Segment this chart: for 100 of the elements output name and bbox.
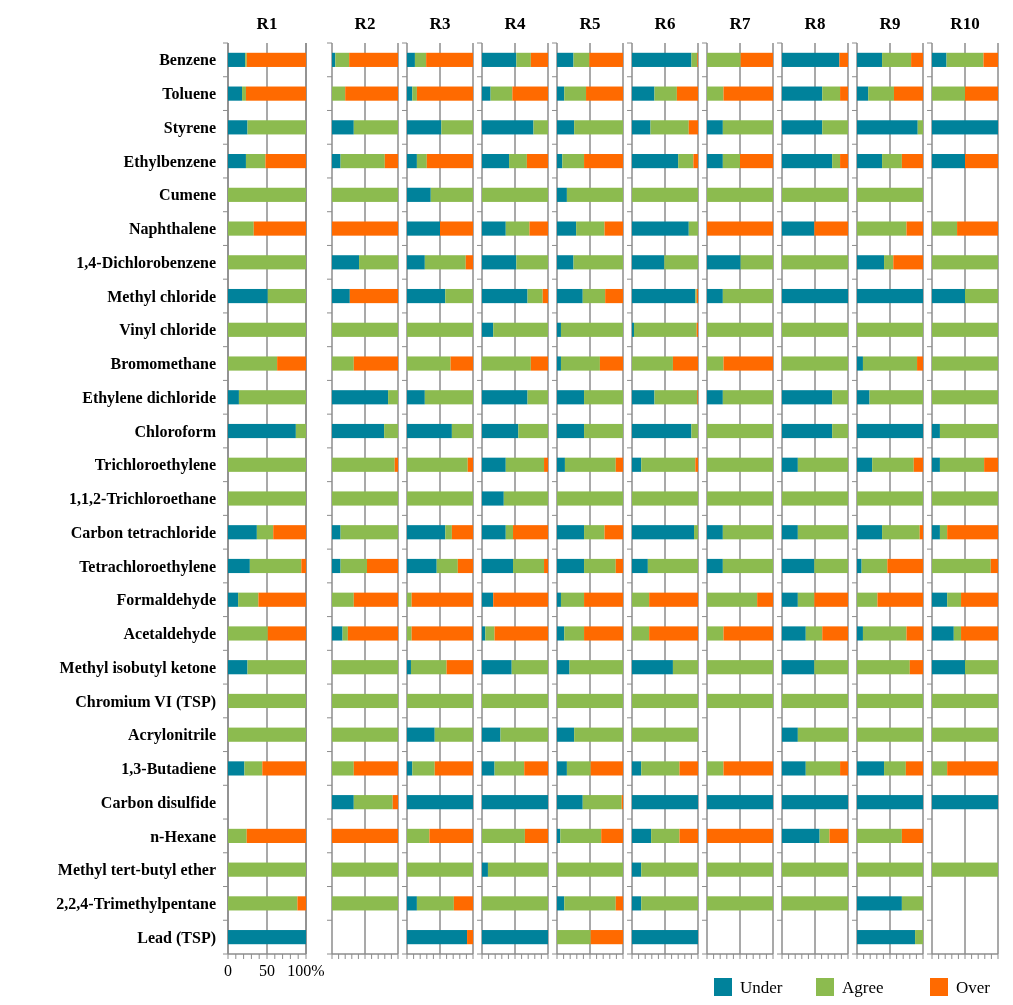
bar [407, 828, 430, 843]
bar [416, 896, 454, 911]
bar [882, 154, 902, 169]
bar [632, 592, 650, 607]
bar [349, 52, 398, 67]
bar [332, 491, 398, 506]
bar [493, 322, 548, 337]
bar [228, 356, 278, 371]
bar [265, 154, 306, 169]
bar [228, 423, 296, 439]
bar [446, 660, 473, 675]
bar [782, 390, 833, 405]
bar [932, 795, 998, 810]
bar [722, 558, 773, 574]
bar [366, 558, 398, 574]
bar [332, 727, 398, 742]
bar [457, 558, 473, 574]
bar [564, 896, 616, 911]
bar [589, 52, 623, 67]
bar [574, 120, 623, 135]
bar [407, 693, 473, 709]
bar [424, 255, 466, 270]
bar [887, 558, 923, 574]
bar [857, 525, 883, 540]
bar [353, 592, 398, 607]
bar [482, 221, 506, 236]
bar [557, 322, 561, 337]
bar [407, 592, 412, 607]
bar [604, 221, 623, 236]
bar [407, 626, 412, 641]
bar [584, 558, 616, 574]
y-tick-label: 1,3-Butadiene [121, 760, 216, 778]
bar [882, 52, 912, 67]
bar [707, 693, 773, 709]
bar [722, 288, 773, 304]
bar [782, 86, 823, 101]
bar [228, 862, 306, 877]
bar [805, 761, 841, 776]
bar [664, 255, 698, 270]
chart-title: R8 [804, 14, 826, 33]
y-tick-label: n-Hexane [150, 827, 216, 845]
bar [557, 862, 623, 877]
bar [688, 120, 698, 135]
bar [564, 86, 587, 101]
bar [632, 525, 695, 540]
bar [917, 120, 923, 135]
bar [932, 693, 998, 709]
bar [228, 558, 250, 574]
bar [932, 86, 965, 101]
bar [707, 255, 741, 270]
bar [632, 930, 698, 945]
bar [332, 288, 350, 304]
bar [332, 390, 389, 405]
bar [601, 828, 623, 843]
bar [965, 86, 998, 101]
bar [857, 288, 923, 304]
bar [494, 626, 548, 641]
bar [707, 660, 773, 675]
y-tick-label: 1,4-Dichlorobenzene [76, 253, 216, 271]
bar [509, 154, 527, 169]
bar [411, 592, 473, 607]
bar [641, 862, 698, 877]
bar [332, 322, 398, 337]
bar [840, 154, 848, 169]
bar [247, 660, 306, 675]
bar [782, 322, 848, 337]
bar [533, 120, 548, 135]
bar [557, 491, 623, 506]
bar [654, 390, 698, 405]
bar [482, 862, 488, 877]
bar [430, 187, 473, 202]
bar [740, 255, 773, 270]
y-tick-label: Chloroform [134, 422, 217, 440]
bar [707, 322, 773, 337]
bar [493, 592, 548, 607]
bar [632, 255, 665, 270]
bar [649, 592, 698, 607]
bar [651, 828, 680, 843]
bar [605, 288, 623, 304]
bar [822, 626, 848, 641]
bar [641, 896, 698, 911]
chart-title: R7 [729, 14, 751, 33]
bar [901, 828, 923, 843]
bar [688, 221, 698, 236]
bar [228, 660, 248, 675]
bar [946, 52, 984, 67]
bar [707, 592, 758, 607]
bar [511, 660, 548, 675]
bar [574, 727, 623, 742]
bar [965, 288, 998, 304]
bar [490, 86, 513, 101]
bar [901, 896, 923, 911]
bar [228, 693, 306, 709]
bar [557, 592, 561, 607]
bar [939, 457, 985, 472]
bar [861, 558, 888, 574]
bar [482, 491, 504, 506]
y-tick-label: Naphthalene [128, 220, 216, 239]
bar [857, 795, 923, 810]
bar [503, 491, 548, 506]
